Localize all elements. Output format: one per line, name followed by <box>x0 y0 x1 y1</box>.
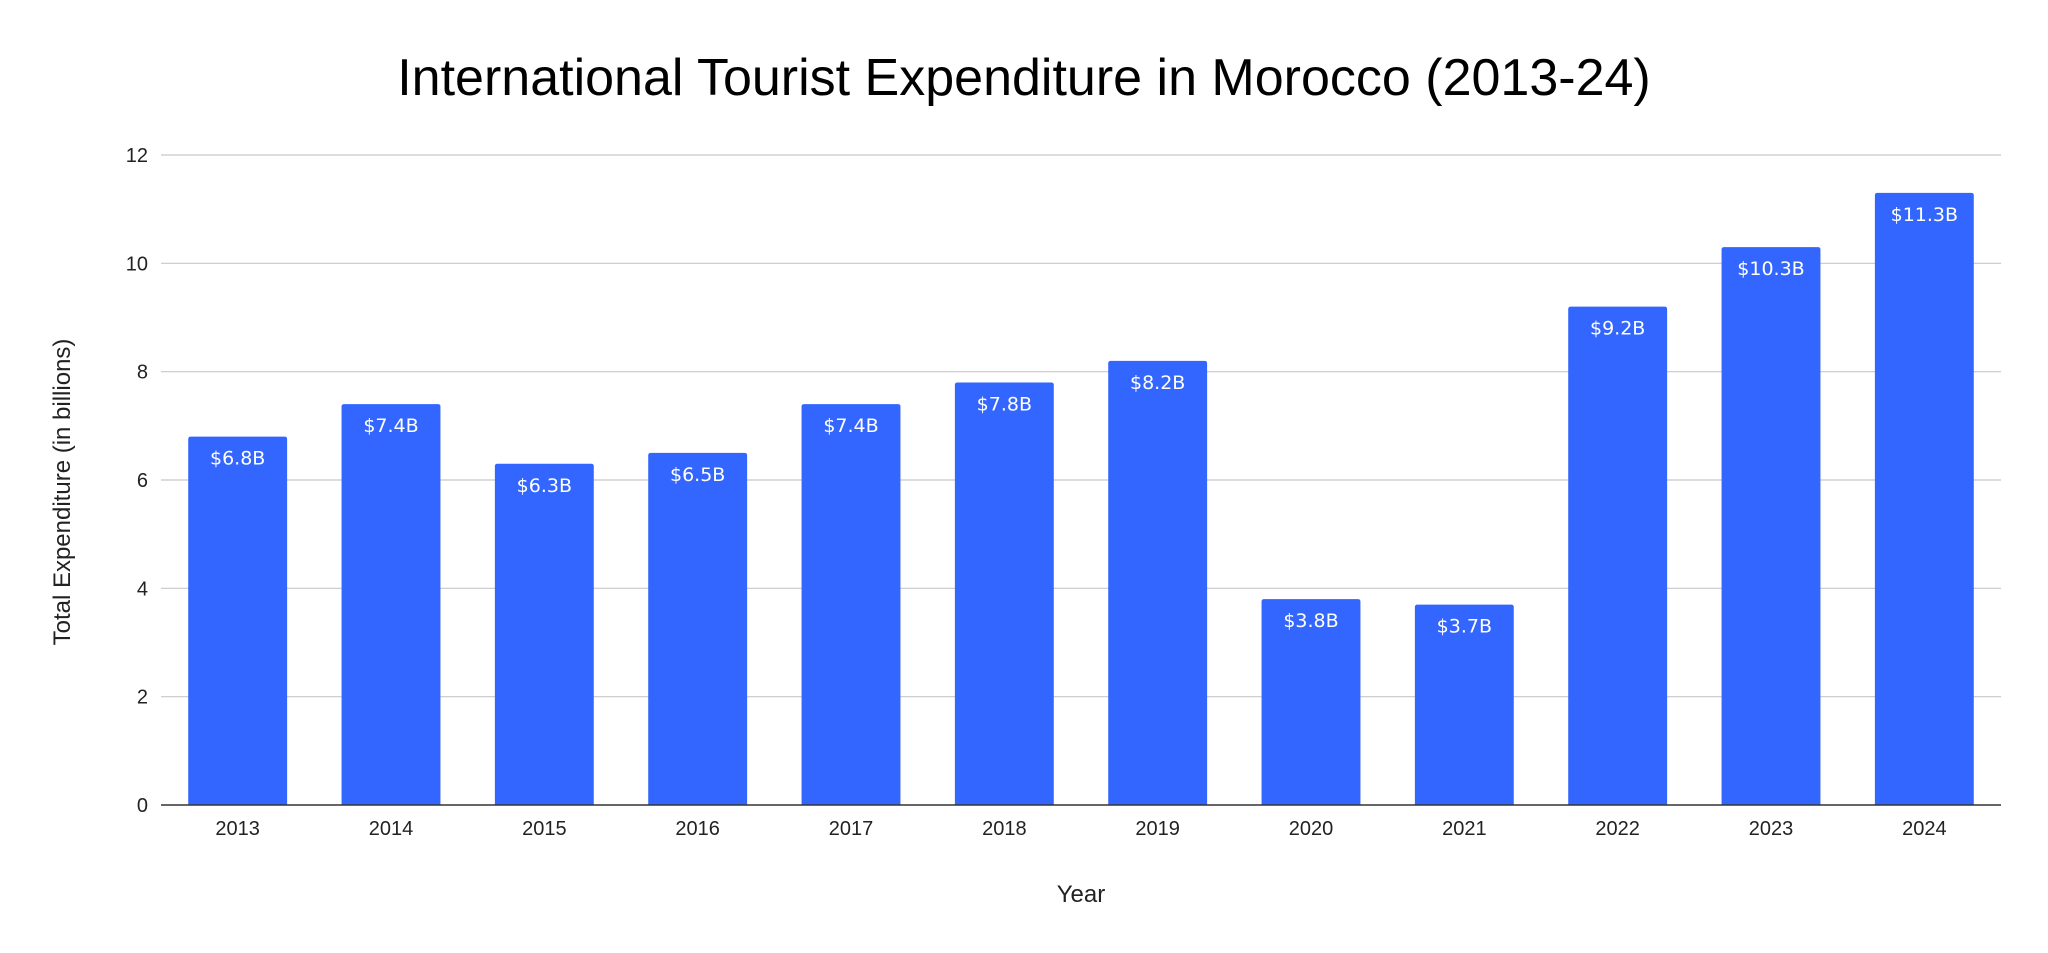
data-label-2021: $3.7B <box>1437 616 1492 638</box>
x-tick-label-2021: 2021 <box>1442 818 1487 840</box>
bar-2022 <box>1568 306 1668 805</box>
y-tick-label: 12 <box>126 145 148 167</box>
bar-2014 <box>341 404 441 805</box>
x-tick-label-2016: 2016 <box>675 818 720 840</box>
gridlines <box>161 154 2001 698</box>
data-label-2014: $7.4B <box>363 415 418 437</box>
y-axis-ticks: 0 2 4 6 8 10 12 <box>126 145 148 817</box>
x-tick-label-2014: 2014 <box>369 818 414 840</box>
bar-2016 <box>648 452 748 805</box>
x-tick-label-2018: 2018 <box>982 818 1027 840</box>
x-axis-ticks: 2013 2014 2015 2016 2017 2018 2019 2020 2021 2022… <box>215 818 1946 840</box>
x-tick-label-2017: 2017 <box>829 818 874 840</box>
bar-2015 <box>494 463 594 805</box>
x-tick-label-2013: 2013 <box>215 818 260 840</box>
x-tick-label-2023: 2023 <box>1749 818 1794 840</box>
data-label-2019: $8.2B <box>1130 372 1185 394</box>
x-tick-label-2019: 2019 <box>1135 818 1180 840</box>
bar-2023 <box>1721 247 1821 806</box>
data-label-2013: $6.8B <box>210 448 265 470</box>
data-label-2024: $11.3B <box>1891 204 1958 226</box>
y-tick-label: 8 <box>137 362 148 384</box>
bars <box>188 192 1974 806</box>
bar-2020 <box>1261 599 1361 805</box>
bar-2017 <box>801 404 901 805</box>
y-axis-title: Total Expenditure (in billions) <box>49 339 76 646</box>
bar-2018 <box>954 382 1054 805</box>
data-label-2023: $10.3B <box>1737 258 1804 280</box>
y-tick-label: 10 <box>126 253 148 275</box>
bar-2021 <box>1414 604 1514 805</box>
y-tick-label: 6 <box>137 470 148 492</box>
x-tick-label-2020: 2020 <box>1289 818 1334 840</box>
x-tick-label-2022: 2022 <box>1595 818 1640 840</box>
data-label-2015: $6.3B <box>517 475 572 497</box>
bar-2024 <box>1874 192 1974 805</box>
data-label-2022: $9.2B <box>1590 318 1645 340</box>
x-tick-label-2015: 2015 <box>522 818 567 840</box>
bar-2013 <box>188 436 288 805</box>
data-label-2017: $7.4B <box>823 415 878 437</box>
y-tick-label: 0 <box>137 795 148 817</box>
chart-title: International Tourist Expenditure in Mor… <box>397 49 1651 107</box>
y-tick-label: 2 <box>137 687 148 709</box>
x-axis-title: Year <box>1057 881 1106 908</box>
data-label-2020: $3.8B <box>1283 610 1338 632</box>
data-labels: $6.8B $7.4B $6.3B $6.5B $7.4B $7.8B $8.2B $3.8B… <box>210 204 1958 638</box>
bar-2019 <box>1108 360 1208 805</box>
x-tick-label-2024: 2024 <box>1902 818 1947 840</box>
data-label-2018: $7.8B <box>977 394 1032 416</box>
data-label-2016: $6.5B <box>670 464 725 486</box>
y-tick-label: 4 <box>137 578 148 600</box>
